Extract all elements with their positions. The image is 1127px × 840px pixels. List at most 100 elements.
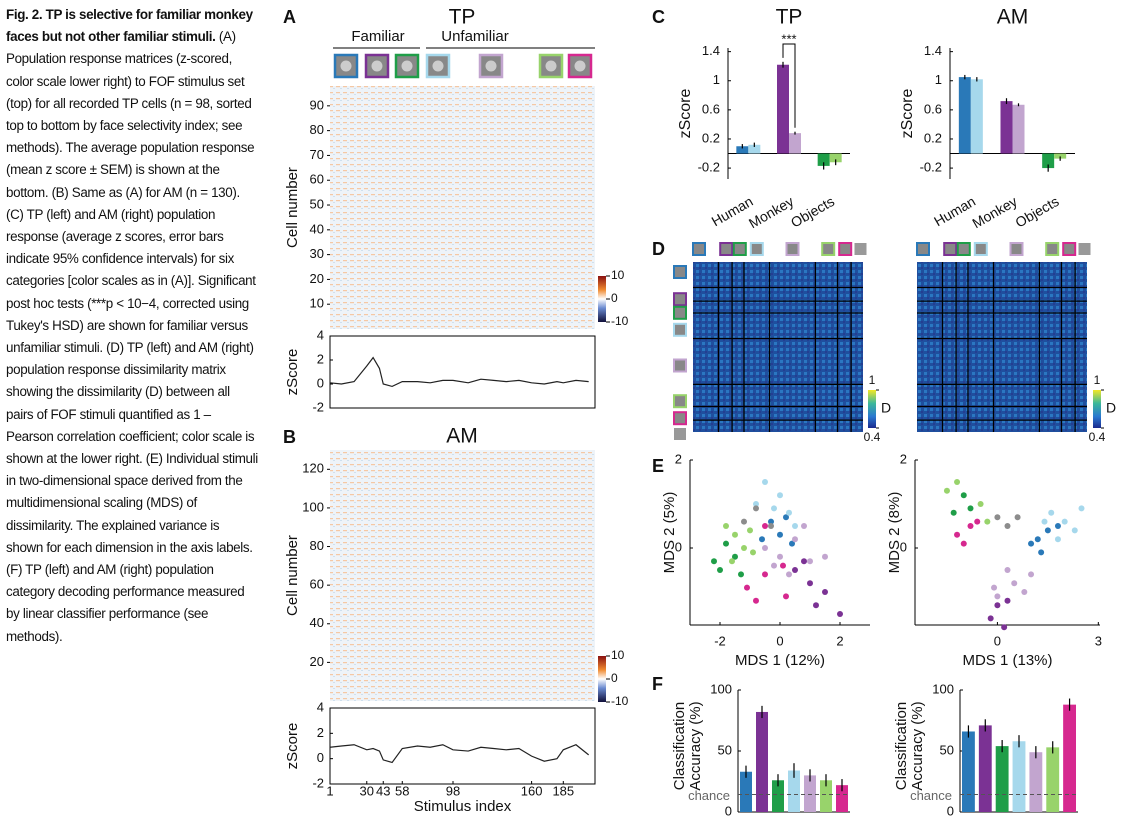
- x-tick-label: 185: [552, 783, 574, 798]
- y-axis-label: Cell number: [284, 535, 301, 616]
- y-tick-label: 0.2: [702, 130, 720, 145]
- bar: [958, 77, 971, 154]
- bar: [756, 711, 768, 812]
- caption: Fig. 2. TP is selective for familiar mon…: [6, 4, 258, 648]
- stimulus-point: [960, 540, 967, 547]
- stimulus-point: [960, 492, 967, 499]
- x-axis-label: MDS 1 (13%): [962, 652, 1052, 669]
- stimulus-icon: [732, 242, 747, 256]
- stimulus-point: [813, 602, 819, 609]
- y-tick-label: 120: [302, 461, 324, 476]
- y-tick-label: 1.4: [702, 43, 720, 58]
- stimulus-point: [1041, 518, 1048, 525]
- stimulus-icon-face: [574, 60, 586, 72]
- stimulus-point: [801, 558, 807, 565]
- stimulus-point: [954, 531, 961, 538]
- stimulus-point: [783, 593, 789, 600]
- bar: [978, 725, 992, 812]
- stimulus-icon: [1062, 242, 1077, 256]
- bar: [836, 785, 848, 812]
- colorbar-tick-label: 10: [611, 268, 625, 282]
- stimulus-point: [729, 558, 735, 565]
- chart-title: TP: [776, 6, 803, 29]
- stimulus-point: [1054, 523, 1061, 529]
- bar: [820, 780, 832, 812]
- bar: [1029, 752, 1043, 812]
- significance-label: ***: [781, 31, 796, 46]
- stimulus-point: [777, 531, 783, 538]
- bar: [748, 144, 761, 154]
- colorbar-tick-label: 10: [611, 648, 625, 662]
- bar: [788, 770, 800, 812]
- stimulus-icon: [673, 394, 687, 409]
- stimulus-icon: [956, 242, 971, 256]
- stimulus-point: [1071, 527, 1078, 534]
- stimulus-point: [807, 558, 813, 565]
- y-tick-label: 60: [310, 172, 324, 187]
- y-tick-label: 0: [900, 539, 907, 554]
- y-tick-label: 60: [310, 577, 324, 592]
- stimulus-point: [753, 597, 759, 604]
- colorbar-tick-label: 0.4: [1089, 430, 1106, 444]
- stimulus-point: [771, 505, 777, 512]
- x-tick-label: 30: [360, 783, 374, 798]
- x-axis-label: Stimulus index: [414, 798, 512, 815]
- stimulus-point: [786, 571, 792, 578]
- bar: [995, 746, 1009, 812]
- y-tick-label: 50: [718, 742, 732, 757]
- colorbar-tick-label: -10: [611, 314, 629, 328]
- chart-title: AM: [997, 6, 1029, 29]
- stimulus-point: [777, 553, 783, 560]
- y-axis-label: zScore: [284, 349, 301, 396]
- stimulus-point: [771, 562, 777, 569]
- group-label: Unfamiliar: [441, 28, 509, 45]
- bar: [772, 780, 784, 812]
- stimulus-point: [741, 545, 747, 551]
- stimulus-point: [1028, 540, 1035, 547]
- bar: [1012, 741, 1026, 812]
- colorbar-label: D: [1106, 400, 1116, 416]
- stimulus-point: [768, 523, 774, 529]
- colorbar: [1093, 390, 1101, 428]
- stimulus-icon-face: [432, 60, 444, 72]
- y-tick-label: -2: [312, 399, 324, 414]
- bar: [1000, 101, 1013, 154]
- stimulus-icon: [719, 242, 734, 256]
- stimulus-point: [801, 523, 807, 529]
- y-tick-label: -2: [312, 775, 324, 790]
- colorbar-tick-label: 0: [611, 291, 618, 305]
- stimulus-point: [1001, 624, 1008, 631]
- y-axis-label: MDS 2 (5%): [661, 492, 678, 574]
- stimulus-point: [1028, 571, 1035, 578]
- x-tick-label: 2: [836, 633, 843, 648]
- panel-title: AM: [446, 425, 478, 448]
- colorbar-tick-label: 1: [1094, 373, 1101, 387]
- stimulus-icon: [673, 292, 687, 307]
- stimulus-icon: [1009, 242, 1024, 256]
- stimulus-point: [1004, 567, 1011, 573]
- stimulus-point: [717, 567, 723, 573]
- average-response: [329, 744, 590, 764]
- stimulus-point: [732, 531, 738, 538]
- stimulus-icon-face: [371, 60, 383, 72]
- stimulus-point: [762, 571, 768, 578]
- bar: [789, 133, 801, 154]
- stimulus-point: [977, 501, 984, 507]
- stimulus-point: [768, 518, 774, 525]
- stimulus-point: [747, 527, 753, 534]
- bar: [970, 79, 983, 154]
- bar: [1046, 747, 1060, 812]
- stimulus-point: [822, 553, 828, 560]
- stimulus-point: [1061, 518, 1068, 525]
- stimulus-point: [732, 553, 738, 560]
- y-tick-label: 100: [302, 499, 324, 514]
- significance-bracket: [782, 43, 796, 128]
- panel-label: B: [283, 427, 296, 447]
- stimulus-point: [987, 615, 994, 622]
- bar: [740, 771, 752, 812]
- y-tick-label: 20: [310, 271, 324, 286]
- dissimilarity-matrix: [693, 262, 863, 432]
- stimulus-point: [1004, 523, 1011, 529]
- stimulus-icon: [673, 411, 687, 426]
